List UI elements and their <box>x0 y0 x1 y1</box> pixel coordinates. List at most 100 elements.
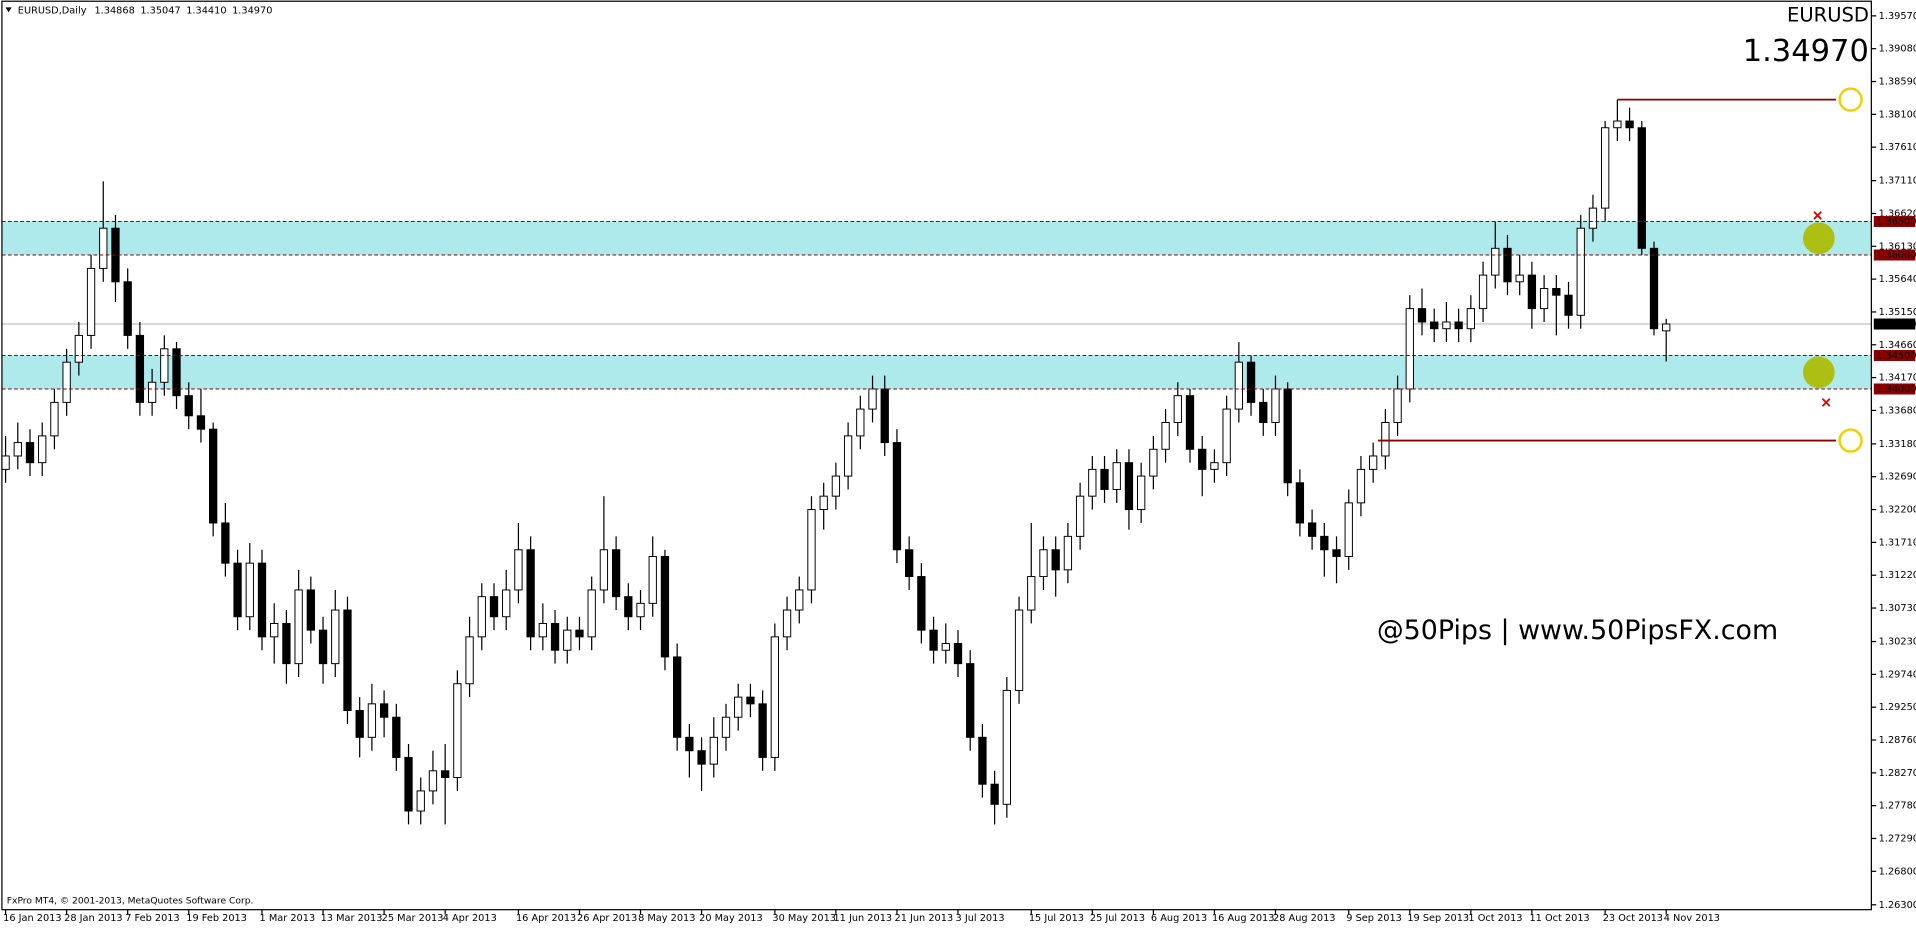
candle-body <box>367 703 377 738</box>
candle-body <box>1539 288 1549 310</box>
x-tick-label: 8 May 2013 <box>638 913 695 924</box>
candle-body <box>404 756 413 812</box>
y-tick-label: 1.30230 <box>1879 637 1916 648</box>
candle-body <box>135 334 145 403</box>
candle-body <box>709 736 718 765</box>
y-tick-label: 1.32690 <box>1879 472 1916 483</box>
high-label: 1.35047 <box>140 5 180 16</box>
menu-arrow <box>5 7 12 13</box>
candle-body <box>526 549 535 638</box>
candle-body <box>880 388 889 444</box>
candle-body <box>636 602 645 618</box>
y-tick-label: 1.27780 <box>1879 801 1916 812</box>
x-tick-label: 25 Jul 2013 <box>1090 913 1145 924</box>
candle-body <box>1369 455 1378 470</box>
y-tick-label: 1.28760 <box>1879 735 1916 746</box>
y-tick-label: 1.30730 <box>1879 603 1916 614</box>
y-tick-label: 1.37110 <box>1879 176 1916 187</box>
candle-body <box>1222 408 1231 464</box>
x-tick-label: 11 Oct 2013 <box>1529 913 1589 924</box>
candle-body <box>990 783 999 805</box>
candle-body <box>1051 549 1060 571</box>
candle-body <box>318 629 328 665</box>
cross-marker <box>1813 211 1822 220</box>
candle-body <box>1002 689 1011 805</box>
candle-body <box>209 428 218 524</box>
candle-body <box>917 576 926 631</box>
candle-body <box>502 589 511 618</box>
candle-body <box>99 227 108 269</box>
zones <box>1 221 1872 389</box>
y-tick-label: 1.38590 <box>1879 77 1916 88</box>
candle-body <box>929 629 938 651</box>
y-tick-label: 1.32200 <box>1879 505 1916 516</box>
candle-body <box>306 589 315 631</box>
candle-body <box>1356 468 1366 504</box>
price-tag-label: 1.36000 <box>1876 250 1916 261</box>
current-price: 1.34970 <box>1743 34 1869 69</box>
target-circle <box>1838 87 1863 112</box>
y-tick-label: 1.31220 <box>1879 570 1916 581</box>
price-tag <box>1873 249 1916 261</box>
candle-body <box>831 475 841 497</box>
plot-frame <box>1 0 1872 911</box>
candle-body <box>1307 522 1317 537</box>
candle-body <box>379 703 389 718</box>
chart-header: EURUSD,Daily 1.34868 1.35047 1.34410 1.3… <box>18 5 273 16</box>
candle-body <box>624 596 633 618</box>
open-label: 1.34868 <box>94 5 134 16</box>
price-tag <box>1873 383 1916 395</box>
candle-body <box>1271 388 1280 423</box>
candle-body <box>892 442 902 551</box>
candle-body <box>1564 294 1573 316</box>
overlays <box>1 87 1872 453</box>
candle-body <box>905 549 914 578</box>
x-tick-label: 15 Jul 2013 <box>1029 913 1084 924</box>
candle-body <box>25 442 35 464</box>
candle-body <box>1259 401 1268 423</box>
x-tick-label: 26 Apr 2013 <box>577 913 637 924</box>
candle-body <box>392 716 401 758</box>
candle-body <box>1161 421 1170 450</box>
candle-body <box>1088 468 1097 497</box>
x-tick-label: 1 Oct 2013 <box>1468 913 1522 924</box>
candle-body <box>1576 227 1585 316</box>
x-tick-label: 4 Apr 2013 <box>443 913 497 924</box>
candle-body <box>1320 535 1329 551</box>
candle-body <box>489 596 499 618</box>
zone <box>1 355 1872 389</box>
price-tag <box>1873 350 1916 361</box>
candle-body <box>1478 274 1488 310</box>
x-tick-label: 9 Sep 2013 <box>1346 913 1402 924</box>
candle-body <box>1637 127 1646 249</box>
candle-body <box>953 643 963 665</box>
x-tick-label: 13 Mar 2013 <box>321 913 383 924</box>
candle-body <box>868 388 877 410</box>
candle-body <box>575 629 584 638</box>
candle-body <box>1173 395 1182 423</box>
candle-body <box>13 442 22 457</box>
x-tick-label: 11 Jun 2013 <box>833 913 892 924</box>
candle-body <box>1393 388 1402 423</box>
candle-body <box>1185 395 1195 450</box>
candle-body <box>1613 120 1622 129</box>
candle-body <box>294 589 303 665</box>
candle-body <box>819 495 828 511</box>
candle-body <box>1503 247 1512 283</box>
candle-body <box>1601 127 1610 209</box>
zone <box>1 221 1872 256</box>
candle-body <box>160 348 169 383</box>
candle-body <box>1442 321 1451 330</box>
candle-body <box>416 790 425 812</box>
candle-body <box>282 622 291 665</box>
candle-body <box>758 703 767 758</box>
candle-body <box>697 750 706 765</box>
price-tag-label: 1.34500 <box>1876 350 1916 361</box>
candle-body <box>1332 549 1341 557</box>
candle-body <box>355 710 364 738</box>
signal-dot <box>1802 222 1835 255</box>
y-tick-label: 1.36130 <box>1879 241 1916 252</box>
